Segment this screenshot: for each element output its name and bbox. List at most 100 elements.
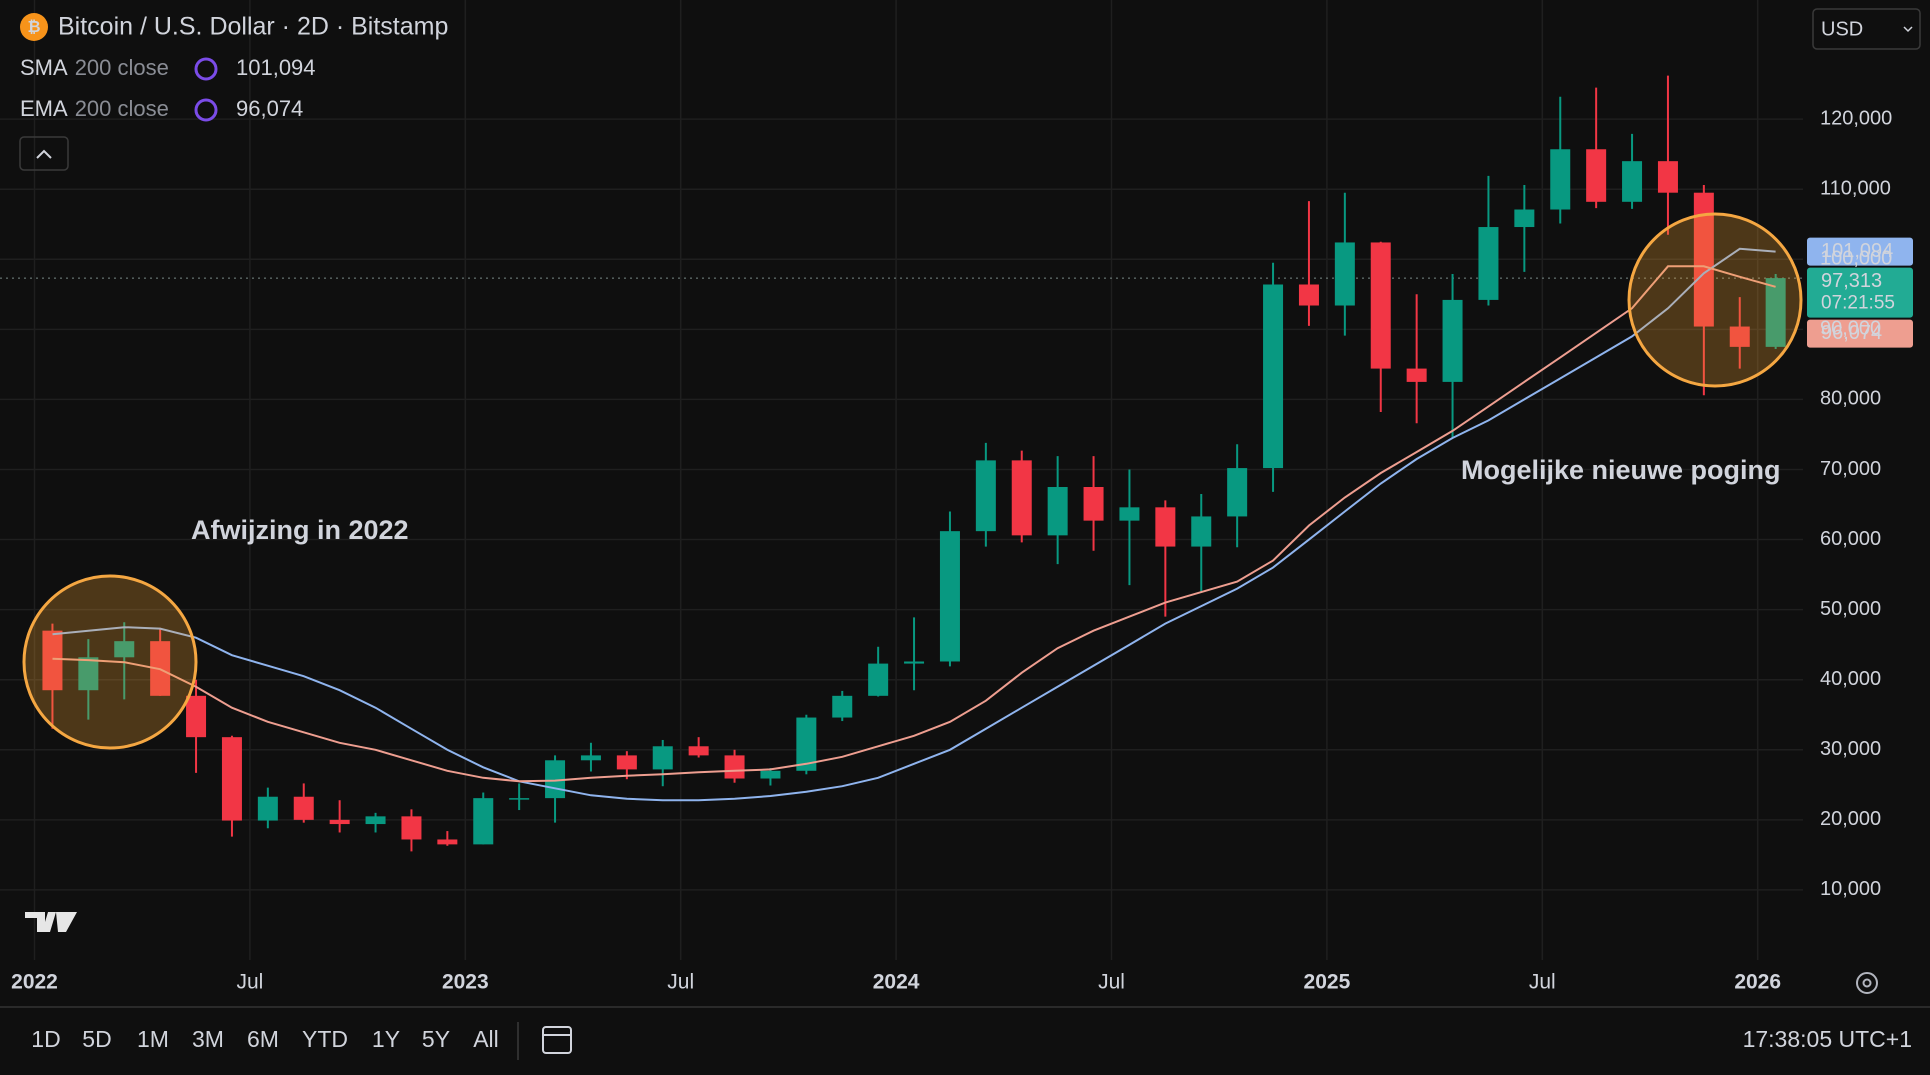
coin-icon-glyph: ₿ bbox=[27, 18, 40, 36]
candle-body bbox=[1657, 161, 1678, 193]
legend-icon bbox=[194, 98, 218, 122]
candle-body bbox=[1083, 487, 1104, 521]
range-button[interactable]: 5D bbox=[82, 1026, 111, 1052]
candle-body bbox=[1047, 487, 1068, 536]
candle-body bbox=[580, 755, 601, 761]
candle-body bbox=[652, 746, 673, 770]
candle-body bbox=[1693, 192, 1714, 327]
x-tick-label: 2024 bbox=[873, 971, 920, 994]
candle-body bbox=[1550, 149, 1571, 210]
chart-title: Bitcoin / U.S. Dollar · 2D · Bitstamp bbox=[58, 13, 448, 41]
y-tick-label: 100,000 bbox=[1820, 248, 1892, 270]
x-tick-label: Jul bbox=[236, 971, 263, 994]
candle-body bbox=[329, 819, 350, 825]
annotation-circle bbox=[1627, 212, 1803, 388]
price-tag-label: 96,074 bbox=[1821, 322, 1882, 344]
candle-body bbox=[473, 798, 494, 845]
legend-icon bbox=[194, 57, 218, 81]
range-button[interactable]: 1M bbox=[137, 1026, 169, 1052]
range-button[interactable]: 6M bbox=[247, 1026, 279, 1052]
candle-body bbox=[1334, 242, 1355, 306]
candle-body bbox=[1586, 149, 1607, 202]
price-tag bbox=[1807, 319, 1913, 348]
candle-body bbox=[293, 796, 314, 820]
candle-body bbox=[832, 695, 853, 718]
candle-body bbox=[688, 746, 709, 756]
clock: 17:38:05 UTC+1 bbox=[1743, 1026, 1912, 1052]
range-button[interactable]: YTD bbox=[302, 1026, 348, 1052]
annotation-text: Mogelijke nieuwe poging bbox=[1461, 455, 1781, 485]
candle-body bbox=[868, 663, 889, 696]
settings-icon-dot bbox=[1862, 978, 1872, 988]
x-tick-label: Jul bbox=[1529, 971, 1556, 994]
candle-body bbox=[1406, 368, 1427, 382]
currency-select[interactable] bbox=[1812, 8, 1921, 50]
candle-body bbox=[724, 755, 745, 779]
dropdown-icon bbox=[1903, 26, 1913, 33]
range-button[interactable]: 3M bbox=[192, 1026, 224, 1052]
annotation-circle bbox=[22, 574, 198, 750]
collapse-button[interactable] bbox=[19, 136, 69, 171]
candle-body bbox=[365, 816, 386, 825]
range-button[interactable]: 5Y bbox=[422, 1026, 450, 1052]
indicator-line bbox=[52, 247, 1776, 802]
candle-body bbox=[1622, 161, 1643, 202]
candle-body bbox=[437, 839, 458, 845]
candle-body bbox=[1370, 242, 1391, 369]
price-tag-label: 101,094 bbox=[1821, 240, 1893, 262]
y-tick-label: 70,000 bbox=[1820, 458, 1881, 480]
legend-params: 200 close bbox=[75, 55, 169, 80]
x-tick-label: Jul bbox=[1098, 971, 1125, 994]
candle-body bbox=[401, 816, 422, 840]
y-tick-label: 30,000 bbox=[1820, 738, 1881, 760]
y-tick-label: 50,000 bbox=[1820, 598, 1881, 620]
candle-body bbox=[42, 630, 63, 691]
indicator-line bbox=[52, 265, 1776, 783]
candle-body bbox=[509, 798, 530, 800]
annotation-text: Afwijzing in 2022 bbox=[191, 515, 409, 545]
currency-label: USD bbox=[1821, 18, 1863, 40]
date-range-icon[interactable] bbox=[542, 1026, 572, 1054]
candle-body bbox=[975, 460, 996, 532]
logo bbox=[25, 912, 77, 932]
x-tick-label: Jul bbox=[667, 971, 694, 994]
collapse-icon bbox=[36, 149, 52, 159]
y-tick-label: 60,000 bbox=[1820, 528, 1881, 550]
y-tick-label: 110,000 bbox=[1820, 177, 1891, 199]
candle-body bbox=[186, 695, 207, 738]
candle-body bbox=[1119, 507, 1140, 521]
price-tag-label: 97,313 bbox=[1821, 270, 1882, 292]
candle-body bbox=[1155, 507, 1176, 547]
candle-body bbox=[1765, 278, 1786, 347]
legend-name: EMA bbox=[20, 96, 68, 121]
price-tag-countdown: 07:21:55 bbox=[1821, 293, 1895, 314]
legend-name: SMA bbox=[20, 55, 68, 80]
x-tick-label: 2023 bbox=[442, 971, 489, 994]
candle-body bbox=[760, 770, 781, 779]
price-tag bbox=[1807, 237, 1913, 266]
coin-icon bbox=[20, 13, 48, 41]
settings-icon[interactable] bbox=[1856, 972, 1878, 994]
candle-body bbox=[939, 531, 960, 662]
candle-body bbox=[1011, 460, 1032, 536]
candle-body bbox=[1191, 516, 1212, 547]
candle-body bbox=[796, 717, 817, 771]
candle-body bbox=[1298, 284, 1319, 306]
candle-body bbox=[1227, 468, 1248, 517]
price-tag bbox=[1807, 267, 1913, 318]
range-button[interactable]: All bbox=[473, 1026, 499, 1052]
range-button[interactable]: 1Y bbox=[372, 1026, 400, 1052]
range-button[interactable]: 1D bbox=[31, 1026, 60, 1052]
candle-body bbox=[904, 661, 925, 664]
legend-value: 96,074 bbox=[236, 96, 303, 121]
legend-params: 200 close bbox=[75, 96, 169, 121]
candle-body bbox=[257, 796, 278, 821]
candle-body bbox=[616, 755, 637, 770]
candle-body bbox=[1263, 284, 1284, 469]
legend-entry: SMA 200 close bbox=[20, 55, 169, 80]
y-tick-label: 90,000 bbox=[1820, 318, 1881, 340]
y-tick-label: 20,000 bbox=[1820, 808, 1881, 830]
